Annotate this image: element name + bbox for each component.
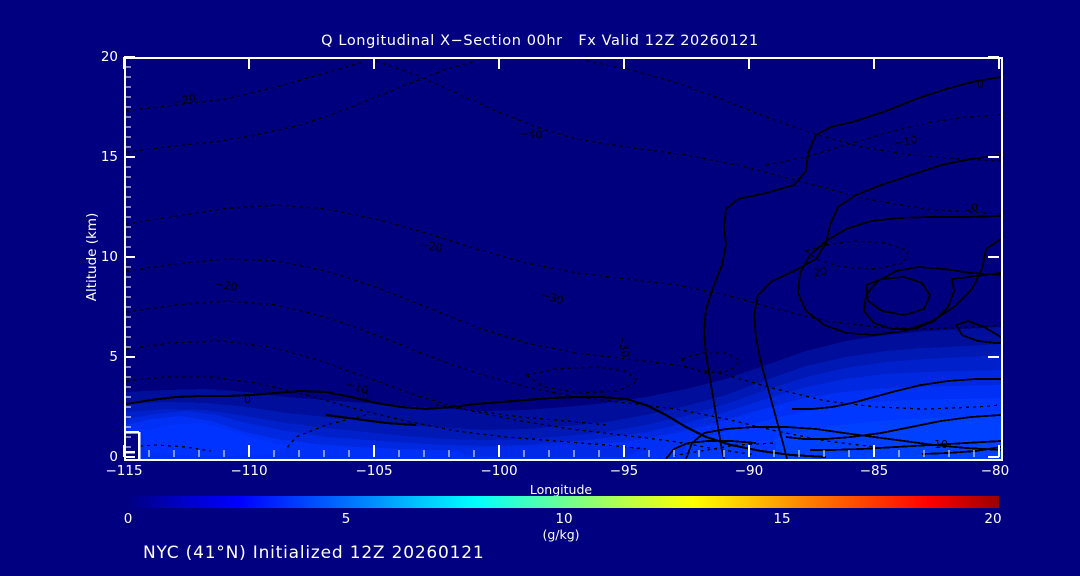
contour-label: −10	[893, 133, 918, 150]
contour-label: −20	[213, 277, 238, 294]
x-tick-label: −95	[609, 463, 639, 479]
colorbar-tick-label: 0	[123, 511, 133, 527]
y-tick-label: 0	[109, 449, 118, 465]
colorbar-tick-label: 10	[555, 511, 573, 527]
chart-caption: NYC (41°N) Initialized 12Z 20260121	[143, 543, 485, 563]
surface-mask	[126, 430, 141, 459]
contour-label: −30	[615, 333, 632, 358]
contour-label: 20	[812, 265, 828, 280]
contour-label: −40	[519, 127, 543, 142]
x-tick-label: −85	[859, 463, 889, 479]
x-tick-label: −110	[230, 463, 268, 479]
temperature-contours-negative	[126, 60, 1001, 458]
contour-label: 0	[244, 393, 251, 406]
y-tick-label: 20	[100, 49, 118, 65]
fill-core-west	[144, 423, 286, 456]
plot-clip: −20 −40 −10 −20 −20 −30 −30 −10 0 0 10 2…	[126, 59, 1001, 459]
x-tick-label: −105	[355, 463, 393, 479]
temperature-contour-zero	[126, 389, 827, 459]
contour-label: −20	[418, 238, 443, 255]
fill-core-east2	[776, 417, 1001, 459]
y-tick-label: 15	[100, 149, 118, 165]
x-tick-label: −100	[480, 463, 518, 479]
chart-title: Q Longitudinal X−Section 00hr Fx Valid 1…	[321, 33, 759, 49]
y-axis-title: Altitude (km)	[84, 212, 100, 302]
colorbar-tick-label: 15	[773, 511, 791, 527]
colorbar-tick-label: 20	[984, 511, 1002, 527]
x-tick-label: −90	[734, 463, 764, 479]
temperature-contours-positive	[665, 76, 1001, 459]
contour-label: 0	[977, 78, 984, 91]
cross-section-plot: −20 −40 −10 −20 −20 −30 −30 −10 0 0 10 2…	[126, 59, 1001, 459]
contour-label: 0	[362, 390, 369, 403]
x-axis-title: Longitude	[529, 482, 593, 497]
y-tick-label: 10	[100, 249, 118, 265]
y-tick-label: 5	[109, 349, 118, 365]
x-tick-label: −80	[980, 463, 1010, 479]
colorbar-units-label: (g/kg)	[542, 527, 580, 542]
colorbar	[126, 496, 999, 508]
contour-label: −20	[172, 91, 197, 109]
colorbar-tick-label: 5	[341, 511, 351, 527]
contour-label: −30	[539, 288, 565, 307]
x-tick-label: −115	[105, 463, 143, 479]
plot-area: −20 −40 −10 −20 −20 −30 −30 −10 0 0 10 2…	[124, 57, 1003, 461]
contour-label: 10	[934, 438, 948, 451]
contour-label: 10	[964, 201, 978, 214]
